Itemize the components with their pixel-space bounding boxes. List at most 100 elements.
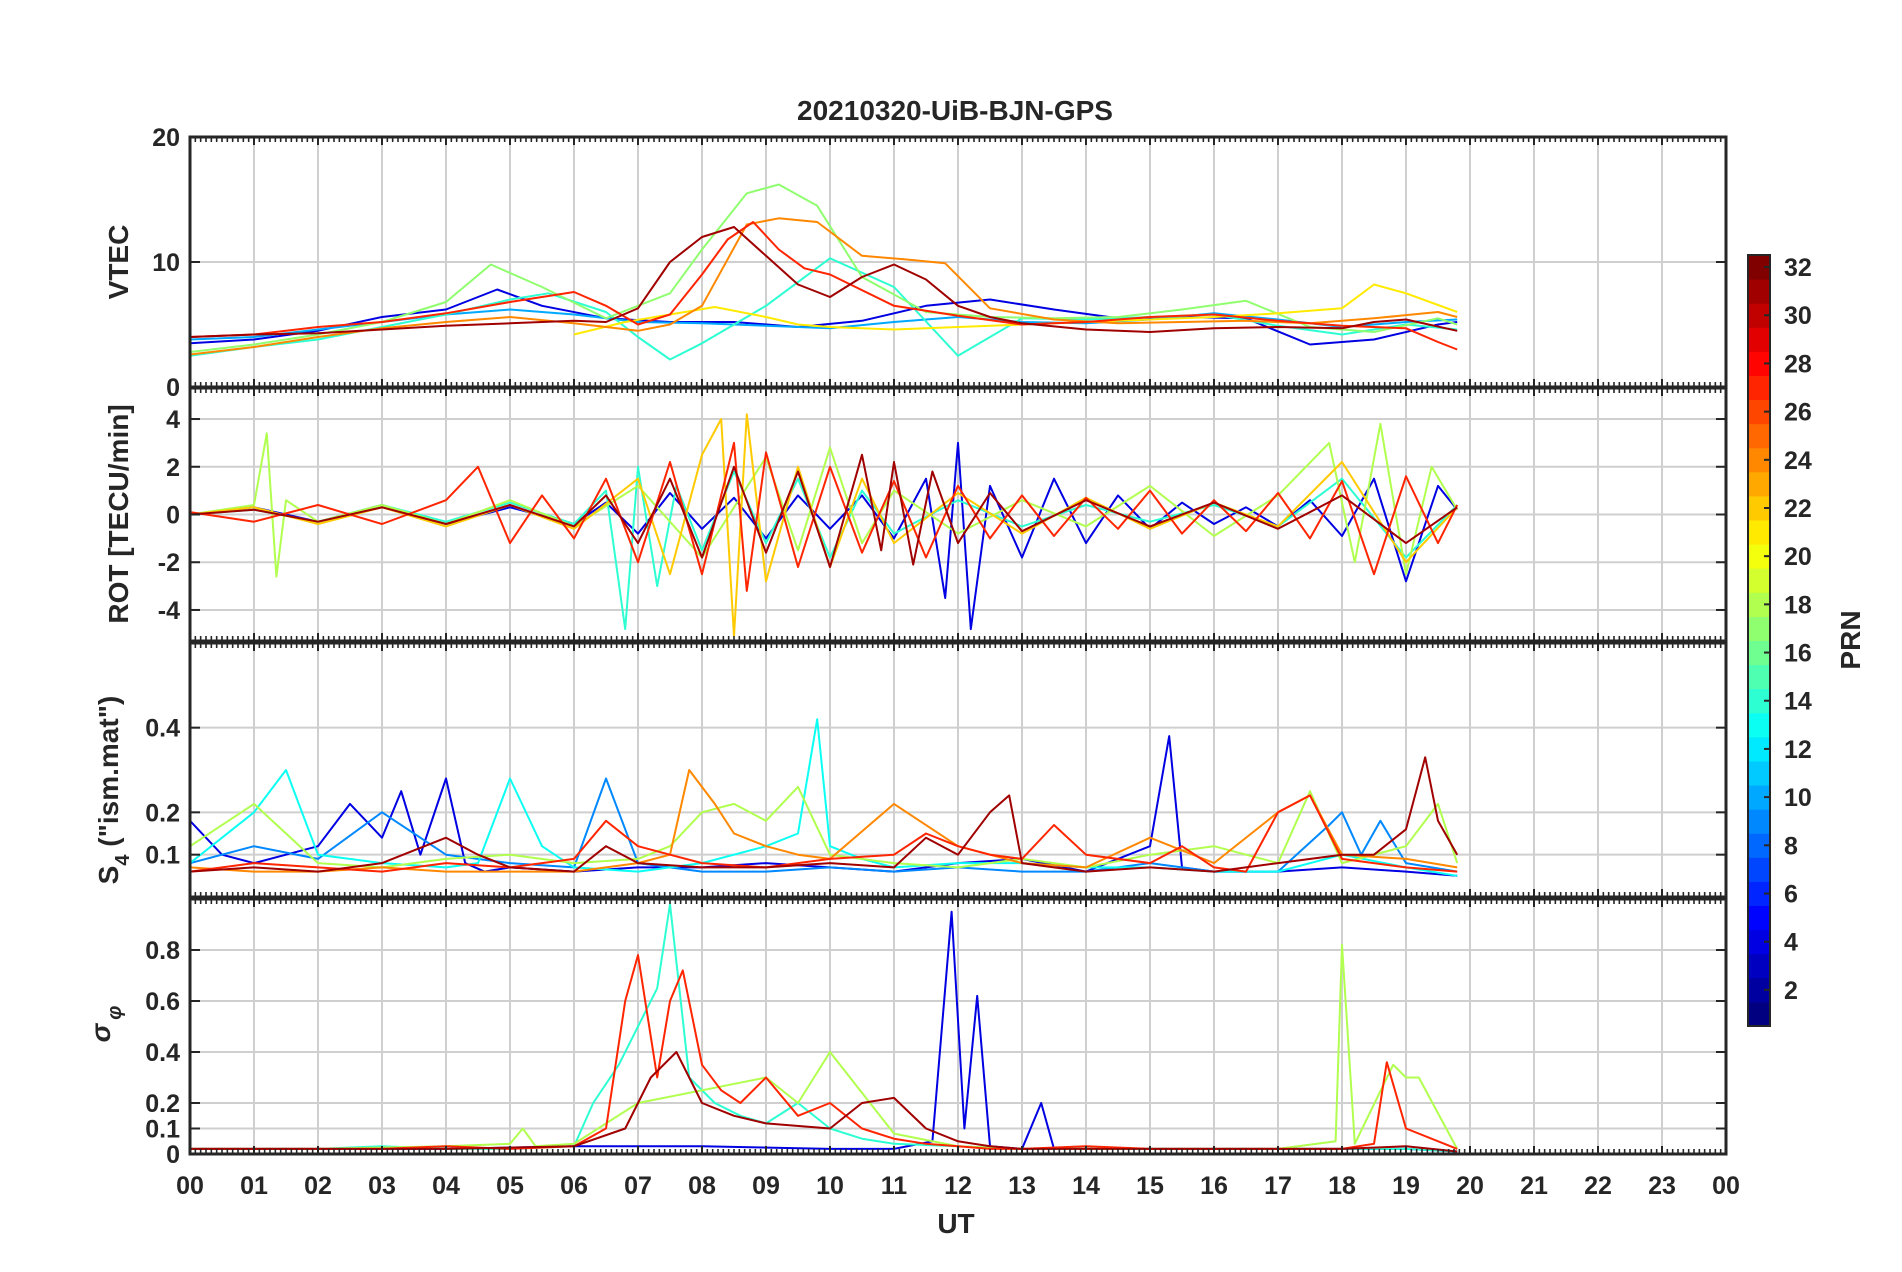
colorbar-tick-label: 20	[1784, 543, 1812, 571]
series-line-prn-18	[190, 943, 1459, 1150]
colorbar-segment	[1748, 592, 1770, 617]
x-tick-label: 11	[881, 1172, 908, 1200]
x-tick-label: 13	[1008, 1172, 1036, 1200]
colorbar-tick-label: 2	[1784, 977, 1798, 1005]
colorbar-tick-label: 22	[1784, 495, 1812, 523]
x-axis-title: UT	[937, 1208, 974, 1239]
x-tick-label: 00	[1712, 1172, 1740, 1200]
colorbar-segment	[1748, 495, 1770, 521]
colorbar-segment	[1748, 255, 1770, 280]
series-line-prn-9	[190, 777, 1458, 873]
colorbar-segment	[1748, 351, 1770, 376]
colorbar-tick-label: 6	[1784, 880, 1798, 908]
x-tick-label: 04	[432, 1172, 460, 1200]
colorbar-segment	[1748, 881, 1770, 907]
colorbar-tick-label: 24	[1784, 447, 1812, 475]
y-axis-title-s4: S4 ("ism.mat")	[93, 696, 134, 885]
series-group-sigma	[190, 903, 1459, 1153]
series-line-prn-21	[573, 283, 1458, 336]
y-axis-title-rot: ROT [TECU/min]	[103, 404, 134, 623]
y-tick-label: 0.4	[145, 1039, 180, 1067]
series-line-prn-27	[190, 221, 1458, 351]
x-tick-label: 12	[944, 1172, 972, 1200]
x-tick-label: 08	[688, 1172, 716, 1200]
x-ticks-vtec	[189, 137, 1727, 387]
y-tick-label: 0	[166, 1141, 180, 1169]
series-line-prn-24	[190, 217, 1458, 356]
series-line-prn-17	[190, 183, 1458, 353]
colorbar-tick-label: 10	[1784, 784, 1812, 812]
colorbar-segment	[1748, 929, 1770, 955]
series-line-prn-31	[190, 226, 1458, 338]
colorbar-segment	[1748, 520, 1770, 545]
colorbar-segment	[1748, 857, 1770, 882]
x-ticks-sigma	[189, 899, 1727, 1154]
series-line-prn-13	[190, 718, 1458, 877]
colorbar-segment	[1748, 1001, 1770, 1027]
colorbar-segment	[1748, 327, 1770, 352]
colorbar-segment	[1748, 833, 1770, 858]
y-tick-label: 20	[152, 124, 180, 152]
colorbar-tick-label: 18	[1784, 591, 1812, 619]
x-tick-label: 07	[624, 1172, 652, 1200]
panel-rot: -4 -2 0 2 4 ROT [TECU/min]	[103, 386, 1728, 643]
x-tick-label: 18	[1328, 1172, 1356, 1200]
grid-sigma	[190, 899, 1726, 1154]
panel-vtec: 0 10 20 VTEC	[103, 124, 1728, 402]
x-tick-label: 00	[176, 1172, 204, 1200]
x-tick-label: 10	[816, 1172, 844, 1200]
colorbar-segment	[1748, 953, 1770, 979]
colorbar-segment	[1748, 688, 1770, 714]
x-tick-label: 17	[1264, 1172, 1292, 1200]
colorbar-segment	[1748, 736, 1770, 762]
colorbar-tick-label: 26	[1784, 399, 1812, 427]
colorbar-tick-label: 8	[1784, 832, 1798, 860]
colorbar-tick-label: 32	[1784, 254, 1812, 282]
colorbar-tick-label: 28	[1784, 350, 1812, 378]
series-group-rot	[190, 413, 1459, 638]
colorbar-segment	[1748, 303, 1770, 328]
y-axis-title-vtec: VTEC	[103, 225, 134, 300]
x-tick-label: 06	[560, 1172, 588, 1200]
x-tick-label: 03	[368, 1172, 396, 1200]
x-tick-label: 22	[1584, 1172, 1612, 1200]
series-line-prn-27	[190, 794, 1458, 873]
y-tick-label: 0.1	[145, 1116, 180, 1144]
panel-s4: 0.1 0.2 0.4 S4 ("ism.mat")	[93, 641, 1728, 899]
series-line-prn-4	[190, 910, 1458, 1153]
colorbar-segment	[1748, 568, 1770, 593]
colorbar-tick-label: 30	[1784, 302, 1812, 330]
series-line-prn-24	[190, 769, 1458, 873]
y-tick-label: 0	[166, 502, 180, 530]
series-line-prn-31	[190, 1051, 1458, 1153]
colorbar-tick-label: 4	[1784, 929, 1798, 957]
colorbar-segment	[1748, 664, 1770, 690]
colorbar-segment	[1748, 712, 1770, 738]
x-tick-label: 14	[1072, 1172, 1100, 1200]
colorbar-segment	[1748, 616, 1770, 641]
x-tick-label: 02	[304, 1172, 332, 1200]
colorbar-segment	[1748, 471, 1770, 497]
x-ticks-rot	[189, 388, 1727, 641]
y-tick-label: 0	[166, 374, 180, 402]
x-tick-label: 15	[1136, 1172, 1164, 1200]
panel-sigma: 00.10.2 0.4 0.6 0.8 σφ	[85, 897, 1728, 1169]
colorbar-segment	[1748, 905, 1770, 931]
y-tick-label: 0.2	[145, 1090, 180, 1118]
colorbar-segment	[1748, 399, 1770, 425]
colorbar-segment	[1748, 279, 1770, 304]
colorbar-segment	[1748, 760, 1770, 786]
colorbar-segment	[1748, 977, 1770, 1003]
x-tick-labels: 00 01 02 03 04 05 06 07 08 09 10 11 12 13 14 15 16 17 18 19…	[176, 1172, 1740, 1200]
series-line-prn-18	[190, 422, 1459, 578]
grid-rot	[190, 388, 1726, 641]
y-tick-label: 0.1	[145, 842, 180, 870]
series-line-prn-14	[190, 257, 1458, 361]
y-tick-label: 0.6	[145, 988, 180, 1016]
x-tick-label: 01	[240, 1172, 268, 1200]
x-tick-label: 16	[1200, 1172, 1228, 1200]
series-line-prn-18	[190, 785, 1459, 869]
